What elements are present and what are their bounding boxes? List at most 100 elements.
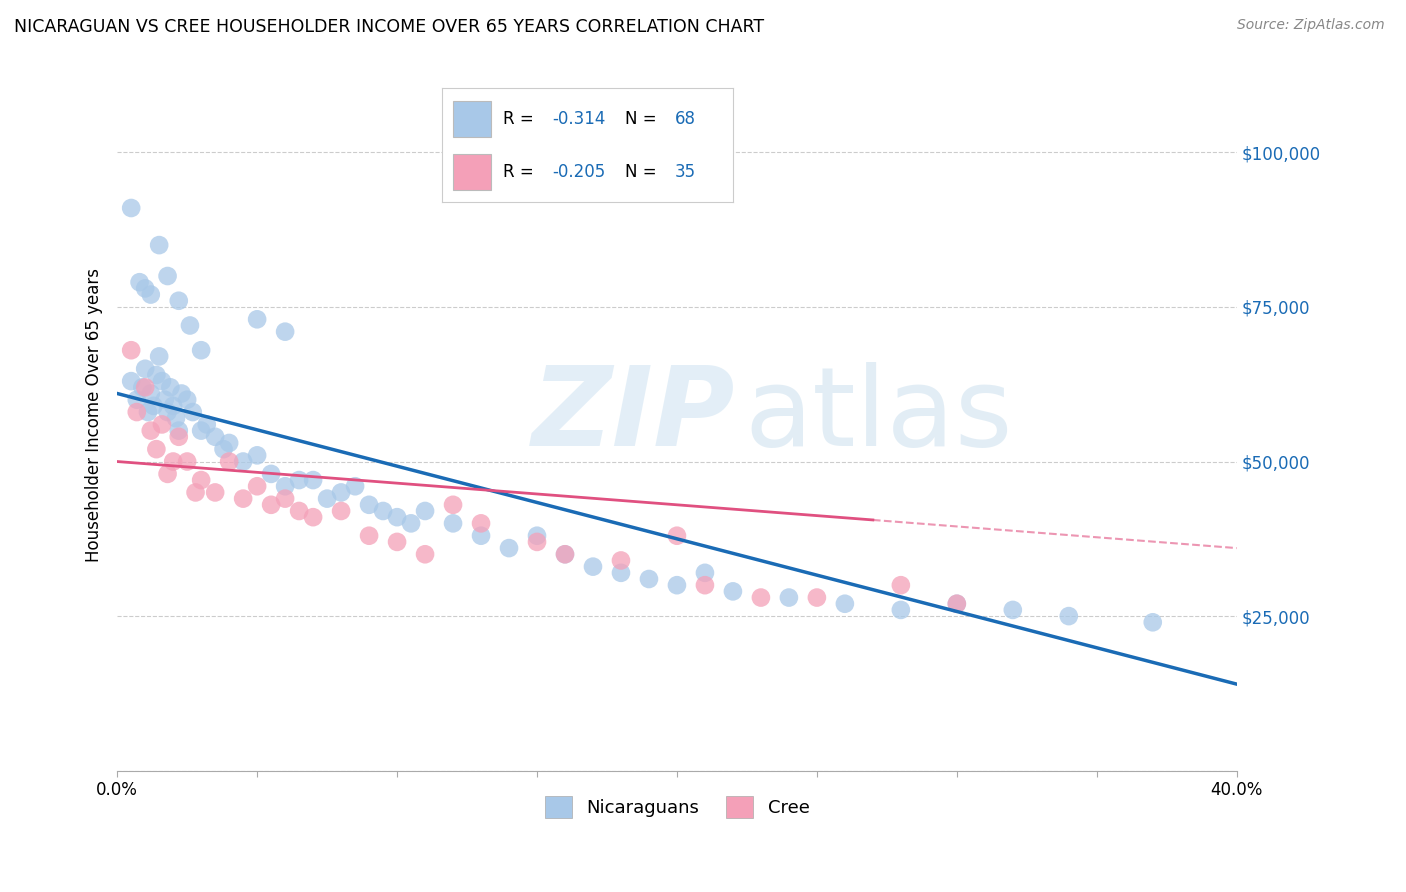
Point <box>179 318 201 333</box>
Point <box>302 473 325 487</box>
Point <box>288 473 311 487</box>
Point <box>526 535 548 549</box>
Point <box>167 430 190 444</box>
Legend: Nicaraguans, Cree: Nicaraguans, Cree <box>537 789 817 826</box>
Point <box>145 442 167 457</box>
Point <box>246 479 269 493</box>
Point <box>134 380 156 394</box>
Point <box>749 591 772 605</box>
Point <box>148 238 170 252</box>
Point <box>128 275 150 289</box>
Point <box>890 603 912 617</box>
Point <box>344 479 367 493</box>
Point <box>1142 615 1164 630</box>
Point <box>204 485 226 500</box>
Point <box>526 529 548 543</box>
Text: Source: ZipAtlas.com: Source: ZipAtlas.com <box>1237 18 1385 32</box>
Point <box>190 343 212 358</box>
Point <box>195 417 218 432</box>
Point <box>218 436 240 450</box>
Point <box>778 591 800 605</box>
Point <box>232 454 254 468</box>
Point <box>470 529 492 543</box>
Point <box>665 578 688 592</box>
Point <box>181 405 204 419</box>
Point <box>1057 609 1080 624</box>
Point <box>359 498 381 512</box>
Point <box>125 392 148 407</box>
Point <box>162 399 184 413</box>
Point <box>582 559 605 574</box>
Point <box>167 424 190 438</box>
Point <box>190 424 212 438</box>
Point <box>136 405 159 419</box>
Point <box>610 553 633 567</box>
Point <box>156 405 179 419</box>
Point <box>139 287 162 301</box>
Point <box>359 529 381 543</box>
Text: NICARAGUAN VS CREE HOUSEHOLDER INCOME OVER 65 YEARS CORRELATION CHART: NICARAGUAN VS CREE HOUSEHOLDER INCOME OV… <box>14 18 765 36</box>
Text: ZIP: ZIP <box>531 361 735 468</box>
Point <box>260 498 283 512</box>
Point <box>162 454 184 468</box>
Point <box>184 485 207 500</box>
Point <box>498 541 520 555</box>
Point <box>385 510 408 524</box>
Point <box>150 417 173 432</box>
Point <box>946 597 969 611</box>
Point <box>693 578 716 592</box>
Point <box>153 392 176 407</box>
Point <box>260 467 283 481</box>
Point <box>134 281 156 295</box>
Point <box>330 504 353 518</box>
Point <box>125 405 148 419</box>
Point <box>246 312 269 326</box>
Point <box>1001 603 1024 617</box>
Point <box>638 572 661 586</box>
Point <box>159 380 181 394</box>
Point <box>399 516 422 531</box>
Point <box>834 597 856 611</box>
Point <box>139 424 162 438</box>
Point <box>554 547 576 561</box>
Point <box>806 591 828 605</box>
Point <box>232 491 254 506</box>
Point <box>274 479 297 493</box>
Point <box>316 491 339 506</box>
Point <box>176 454 198 468</box>
Point <box>441 516 464 531</box>
Point <box>441 498 464 512</box>
Point <box>554 547 576 561</box>
Point <box>120 343 142 358</box>
Point <box>946 597 969 611</box>
Point <box>413 504 436 518</box>
Point <box>721 584 744 599</box>
Point <box>610 566 633 580</box>
Point <box>167 293 190 308</box>
Point <box>288 504 311 518</box>
Point <box>665 529 688 543</box>
Point <box>693 566 716 580</box>
Point <box>120 374 142 388</box>
Point <box>170 386 193 401</box>
Point <box>274 325 297 339</box>
Point <box>212 442 235 457</box>
Point <box>890 578 912 592</box>
Point <box>204 430 226 444</box>
Text: atlas: atlas <box>744 361 1012 468</box>
Point <box>385 535 408 549</box>
Point <box>176 392 198 407</box>
Point <box>371 504 394 518</box>
Point <box>190 473 212 487</box>
Point <box>330 485 353 500</box>
Point <box>150 374 173 388</box>
Point <box>246 448 269 462</box>
Point <box>142 399 165 413</box>
Point <box>470 516 492 531</box>
Point <box>218 454 240 468</box>
Y-axis label: Householder Income Over 65 years: Householder Income Over 65 years <box>86 268 103 562</box>
Point <box>145 368 167 382</box>
Point <box>156 467 179 481</box>
Point <box>302 510 325 524</box>
Point <box>131 380 153 394</box>
